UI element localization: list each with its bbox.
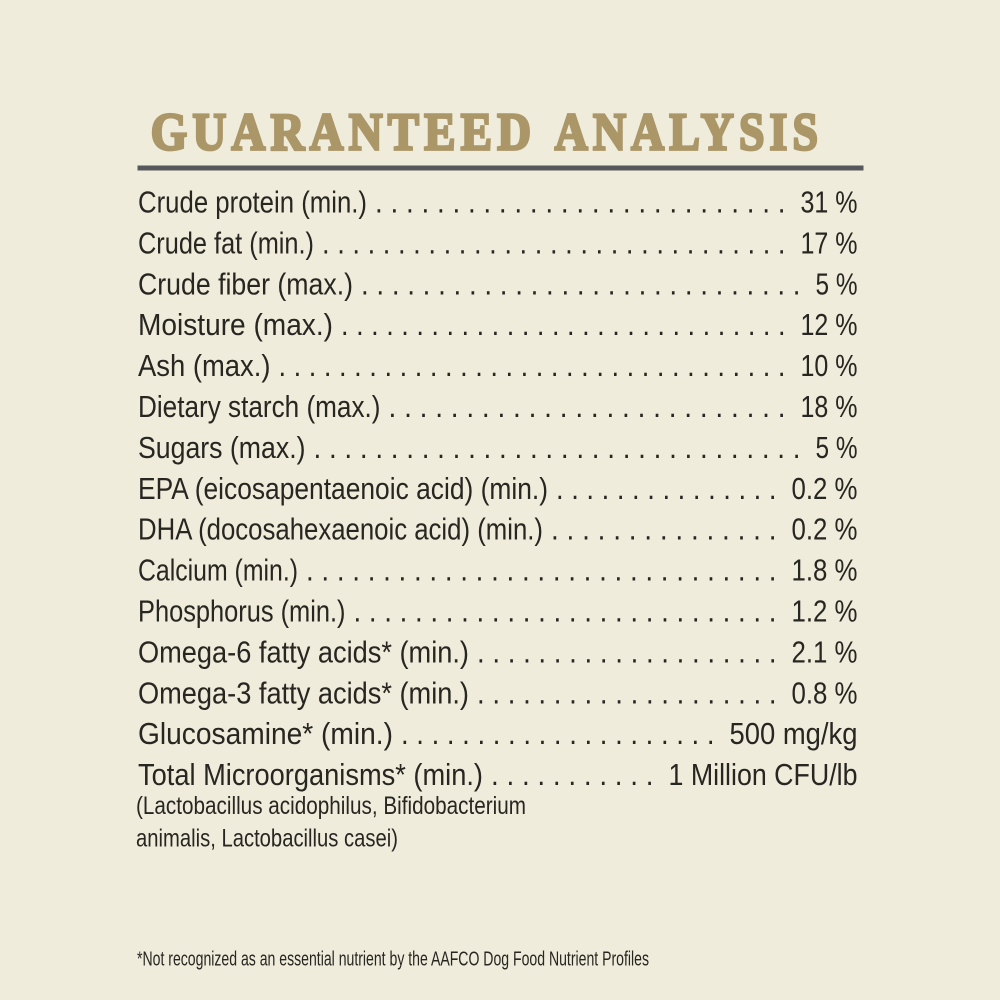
- svg-text:. . . . . . . . . . . . . . .: . . . . . . . . . . . . . . . . . . . . …: [341, 307, 786, 342]
- svg-text:0.8 %: 0.8 %: [792, 675, 858, 710]
- svg-text:. . . . . . . . . . . . . . .: . . . . . . . . . . . . . . . . . . . . …: [279, 348, 786, 383]
- svg-text:. . . . . . . . . . . . . . .: . . . . . . . . . . . . . . .: [556, 471, 777, 506]
- svg-text:(Lactobacillus acidophilus, Bi: (Lactobacillus acidophilus, Bifidobacter…: [136, 792, 526, 820]
- svg-text:0.2 %: 0.2 %: [792, 512, 858, 547]
- svg-text:DHA (docosahexaenoic acid) (mi: DHA (docosahexaenoic acid) (min.): [138, 512, 543, 547]
- svg-text:. . . . . . . . . . . . . . .: . . . . . . . . . . . . . . . . . . . . …: [314, 430, 801, 465]
- svg-text:1 Million CFU/lb: 1 Million CFU/lb: [669, 757, 858, 792]
- svg-text:2.1 %: 2.1 %: [792, 634, 858, 669]
- svg-text:Glucosamine* (min.): Glucosamine* (min.): [138, 716, 393, 751]
- svg-text:Ash (max.): Ash (max.): [138, 348, 271, 383]
- svg-text:EPA (eicosapentaenoic acid) (m: EPA (eicosapentaenoic acid) (min.): [138, 471, 548, 506]
- svg-text:. . . . . . . . . . . . . . .: . . . . . . . . . . . . . . . . . . . . …: [401, 716, 715, 751]
- svg-text:. . . . . . . . . . .: . . . . . . . . . . .: [491, 757, 654, 792]
- svg-text:. . . . . . . . . . . . . . .: . . . . . . . . . . . . . . . . . . . . …: [389, 389, 786, 424]
- svg-text:. . . . . . . . . . . . . . .: . . . . . . . . . . . . . . .: [551, 512, 777, 547]
- svg-text:Moisture (max.): Moisture (max.): [138, 307, 333, 342]
- svg-text:Omega-3 fatty acids* (min.): Omega-3 fatty acids* (min.): [138, 675, 469, 710]
- svg-text:5 %: 5 %: [816, 430, 858, 465]
- svg-text:Crude fat (min.): Crude fat (min.): [138, 225, 314, 260]
- svg-text:Calcium (min.): Calcium (min.): [138, 553, 298, 588]
- svg-text:5 %: 5 %: [816, 266, 858, 301]
- svg-text:animalis, Lactobacillus casei): animalis, Lactobacillus casei): [136, 825, 398, 853]
- svg-text:Crude fiber (max.): Crude fiber (max.): [138, 266, 353, 301]
- svg-text:Phosphorus (min.): Phosphorus (min.): [138, 594, 346, 629]
- svg-text:GUARANTEED: GUARANTEED: [151, 104, 537, 162]
- svg-text:18 %: 18 %: [801, 389, 858, 424]
- svg-text:31 %: 31 %: [801, 185, 858, 220]
- svg-text:500 mg/kg: 500 mg/kg: [730, 716, 858, 751]
- svg-text:Crude protein (min.): Crude protein (min.): [138, 185, 367, 220]
- svg-text:1.2 %: 1.2 %: [792, 594, 858, 629]
- svg-text:. . . . . . . . . . . . . . .: . . . . . . . . . . . . . . . . . . . . …: [375, 185, 786, 220]
- svg-text:*Not recognized as an essentia: *Not recognized as an essential nutrient…: [137, 948, 649, 971]
- svg-text:. . . . . . . . . . . . . . .: . . . . . . . . . . . . . . . . . . . .: [477, 675, 777, 710]
- svg-text:. . . . . . . . . . . . . . .: . . . . . . . . . . . . . . . . . . . . …: [354, 594, 777, 629]
- svg-text:10 %: 10 %: [801, 348, 858, 383]
- svg-text:12 %: 12 %: [801, 307, 858, 342]
- svg-text:ANALYSIS: ANALYSIS: [555, 104, 823, 162]
- svg-text:17 %: 17 %: [801, 225, 858, 260]
- svg-text:Omega-6 fatty acids* (min.): Omega-6 fatty acids* (min.): [138, 634, 469, 669]
- svg-text:Dietary starch (max.): Dietary starch (max.): [138, 389, 381, 424]
- svg-text:Total Microorganisms* (min.): Total Microorganisms* (min.): [138, 757, 483, 792]
- svg-text:Sugars (max.): Sugars (max.): [138, 430, 306, 465]
- svg-text:. . . . . . . . . . . . . . .: . . . . . . . . . . . . . . . . . . . . …: [322, 225, 786, 260]
- svg-text:0.2 %: 0.2 %: [792, 471, 858, 506]
- svg-text:. . . . . . . . . . . . . . .: . . . . . . . . . . . . . . . . . . . . …: [306, 553, 777, 588]
- svg-text:. . . . . . . . . . . . . . .: . . . . . . . . . . . . . . . . . . . .: [477, 634, 777, 669]
- svg-text:. . . . . . . . . . . . . . .: . . . . . . . . . . . . . . . . . . . . …: [361, 266, 801, 301]
- svg-text:1.8 %: 1.8 %: [792, 553, 858, 588]
